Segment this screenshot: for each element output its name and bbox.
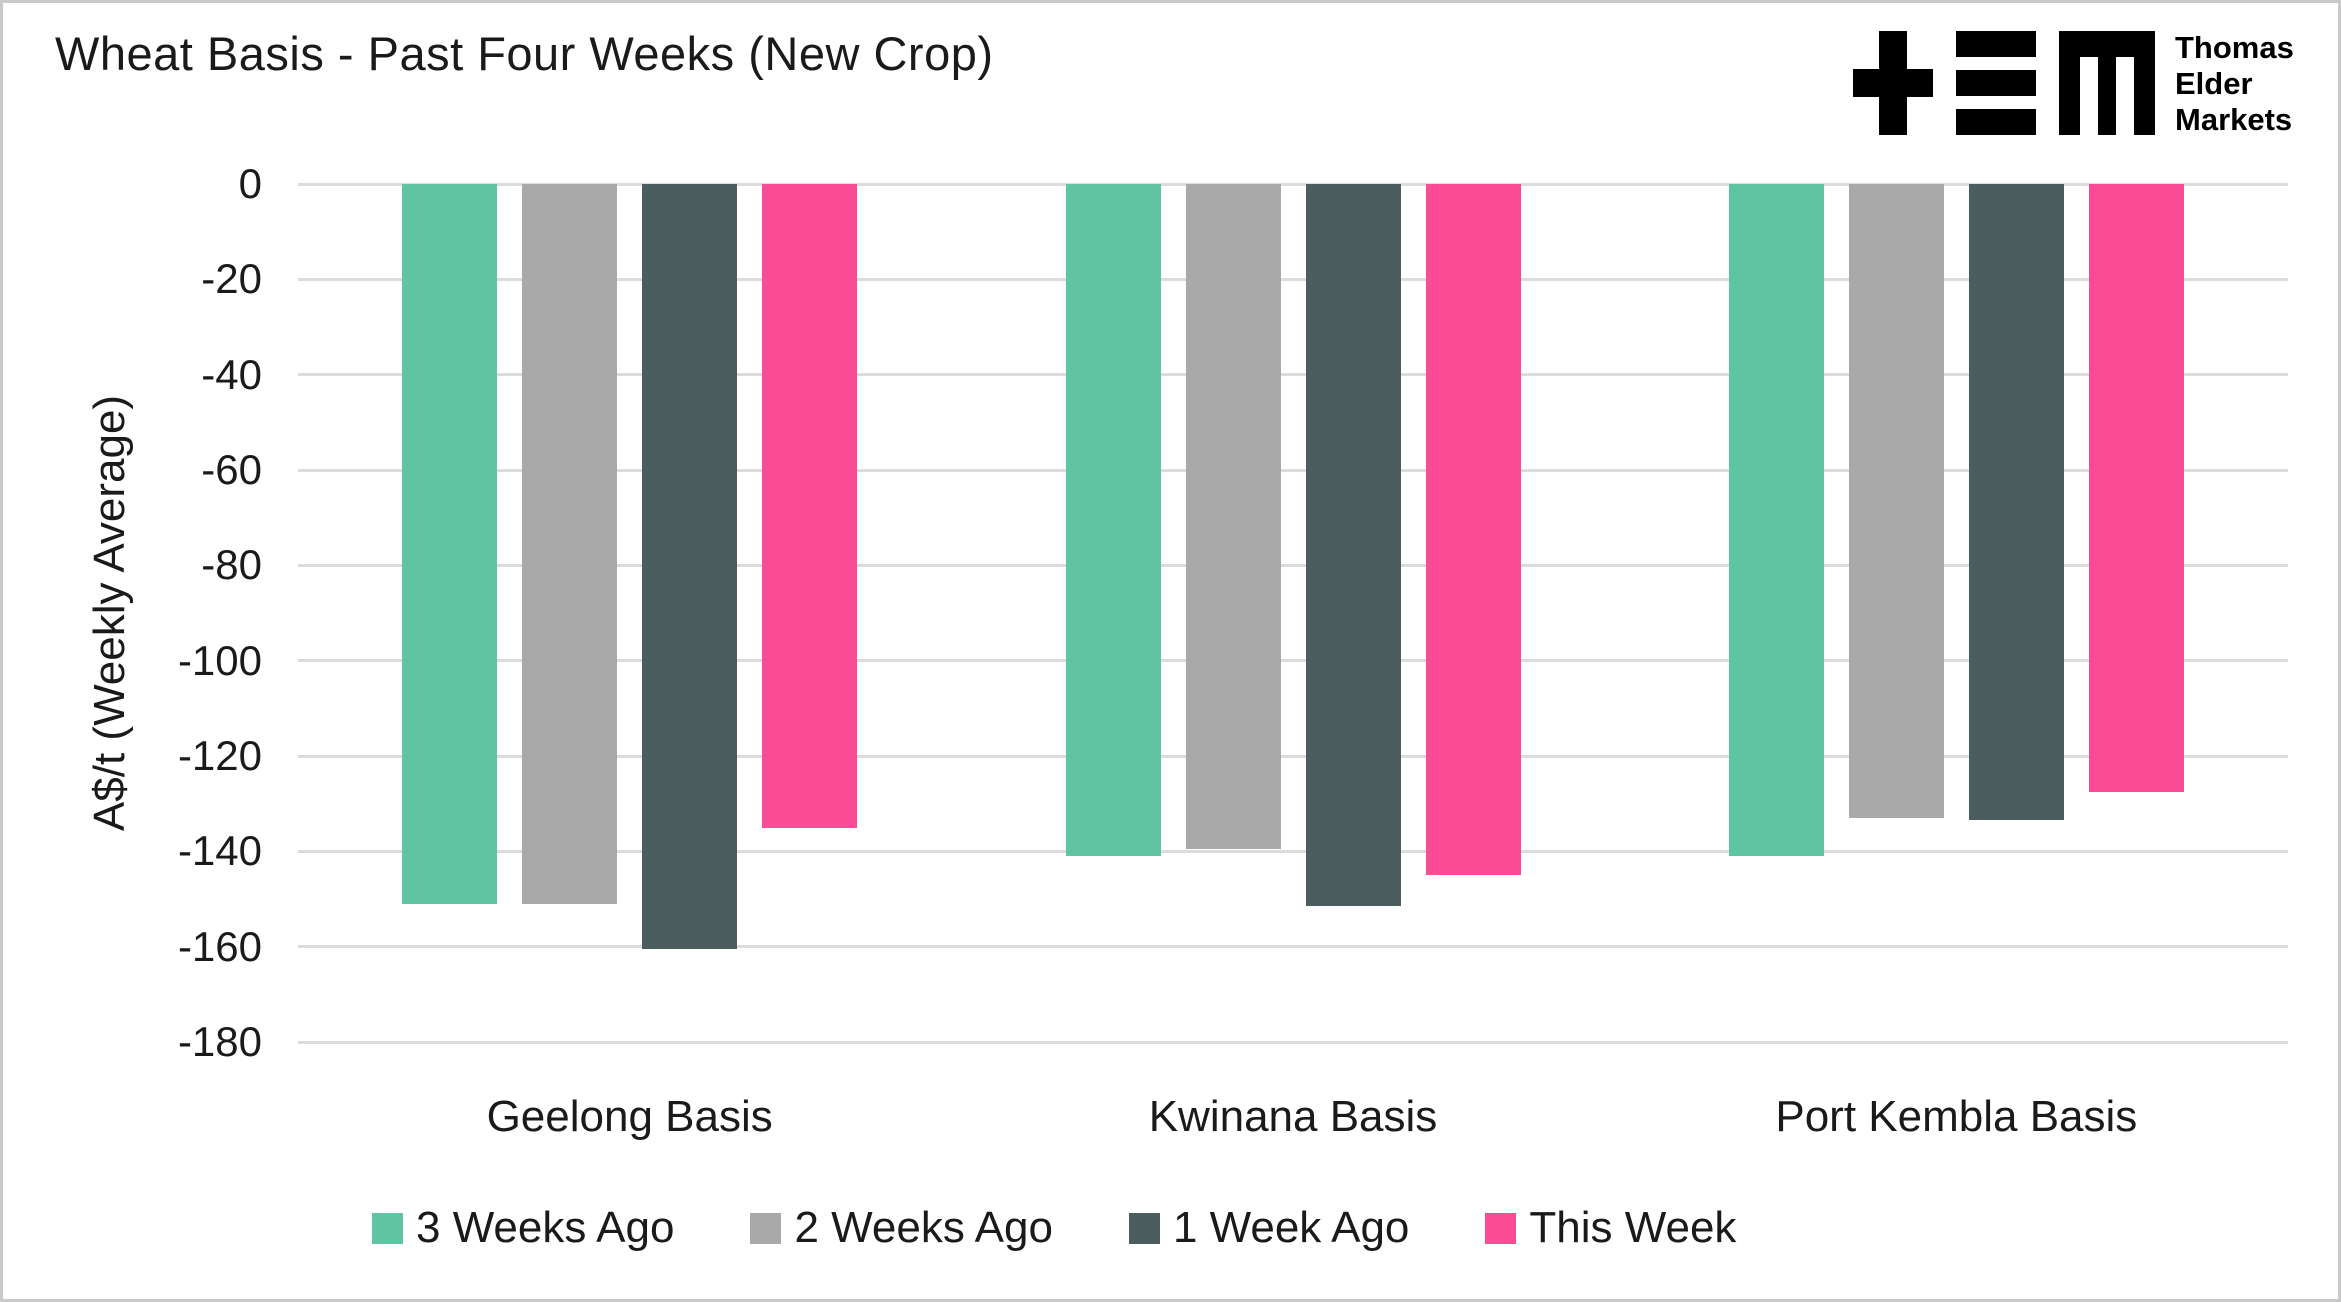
legend-item-1-week-ago: 1 Week Ago (1128, 1203, 1410, 1253)
gridline--60 (298, 468, 2288, 472)
y-tick-label--80: -80 (201, 541, 262, 589)
x-category-label-geelong-basis: Geelong Basis (486, 1092, 773, 1141)
y-tick-label--140: -140 (177, 827, 262, 875)
y-tick-label--40: -40 (201, 350, 262, 398)
legend-swatch-3-weeks-ago (372, 1212, 403, 1244)
bar-3-weeks-ago-geelong-basis (402, 184, 498, 904)
chart-title: Wheat Basis - Past Four Weeks (New Crop) (55, 27, 994, 80)
bar-2-weeks-ago-port-kembla-basis (1848, 184, 1944, 818)
thomas-elder-markets-logo: Thomas Elder Markets (1853, 30, 2293, 137)
gridline--80 (298, 563, 2288, 567)
y-tick-label--20: -20 (201, 255, 262, 303)
legend-label-3-weeks-ago: 3 Weeks Ago (416, 1203, 675, 1252)
gridline--120 (298, 754, 2288, 758)
bar-1-week-ago-geelong-basis (642, 184, 738, 950)
bar-2-weeks-ago-kwinana-basis (1185, 184, 1281, 849)
legend: 3 Weeks Ago 2 Weeks Ago 1 Week Ago This Wee… (372, 1203, 1736, 1253)
gridline--40 (298, 373, 2288, 377)
y-tick-label--120: -120 (177, 732, 262, 779)
y-tick-label--160: -160 (177, 922, 262, 970)
bar-this-week-port-kembla-basis (2088, 184, 2184, 792)
legend-swatch-1-week-ago (1128, 1212, 1160, 1244)
y-tick-label-0: 0 (238, 160, 262, 207)
legend-label-2-weeks-ago: 2 Weeks Ago (794, 1203, 1053, 1252)
gridline--100 (298, 659, 2288, 663)
gridline--160 (298, 945, 2288, 949)
bar-this-week-geelong-basis (762, 184, 858, 828)
bar-this-week-kwinana-basis (1425, 184, 1521, 876)
gridline-0 (298, 182, 2288, 186)
logo-e-icon (1956, 31, 2036, 135)
gridline--140 (298, 849, 2288, 853)
logo-m-icon (2059, 31, 2155, 135)
gridline--180 (298, 1040, 2288, 1044)
legend-item-2-weeks-ago: 2 Weeks Ago (750, 1203, 1053, 1253)
logo-line-elder: Elder (2175, 66, 2253, 101)
x-category-label-port-kembla-basis: Port Kembla Basis (1775, 1092, 2138, 1141)
y-tick-label--100: -100 (177, 636, 262, 684)
bar-3-weeks-ago-kwinana-basis (1065, 184, 1161, 857)
gridline--20 (298, 277, 2288, 281)
legend-item-3-weeks-ago: 3 Weeks Ago (372, 1203, 674, 1253)
legend-item-this-week: This Week (1485, 1203, 1736, 1253)
legend-swatch-this-week (1485, 1212, 1517, 1244)
legend-swatch-2-weeks-ago (750, 1212, 782, 1244)
logo-line-thomas: Thomas (2175, 30, 2293, 65)
logo-plus-icon (1853, 31, 1933, 135)
x-category-label-kwinana-basis: Kwinana Basis (1148, 1092, 1438, 1141)
bar-2-weeks-ago-geelong-basis (522, 184, 618, 904)
logo-wordmark: Thomas Elder Markets (2175, 30, 2293, 137)
bar-3-weeks-ago-port-kembla-basis (1728, 184, 1824, 857)
bar-1-week-ago-kwinana-basis (1305, 184, 1401, 907)
y-tick-label--180: -180 (177, 1018, 262, 1065)
legend-label-this-week: This Week (1529, 1203, 1737, 1252)
bar-1-week-ago-port-kembla-basis (1968, 184, 2064, 821)
y-tick-label--60: -60 (201, 446, 262, 493)
legend-label-1-week-ago: 1 Week Ago (1172, 1203, 1410, 1252)
logo-line-markets: Markets (2175, 102, 2292, 137)
